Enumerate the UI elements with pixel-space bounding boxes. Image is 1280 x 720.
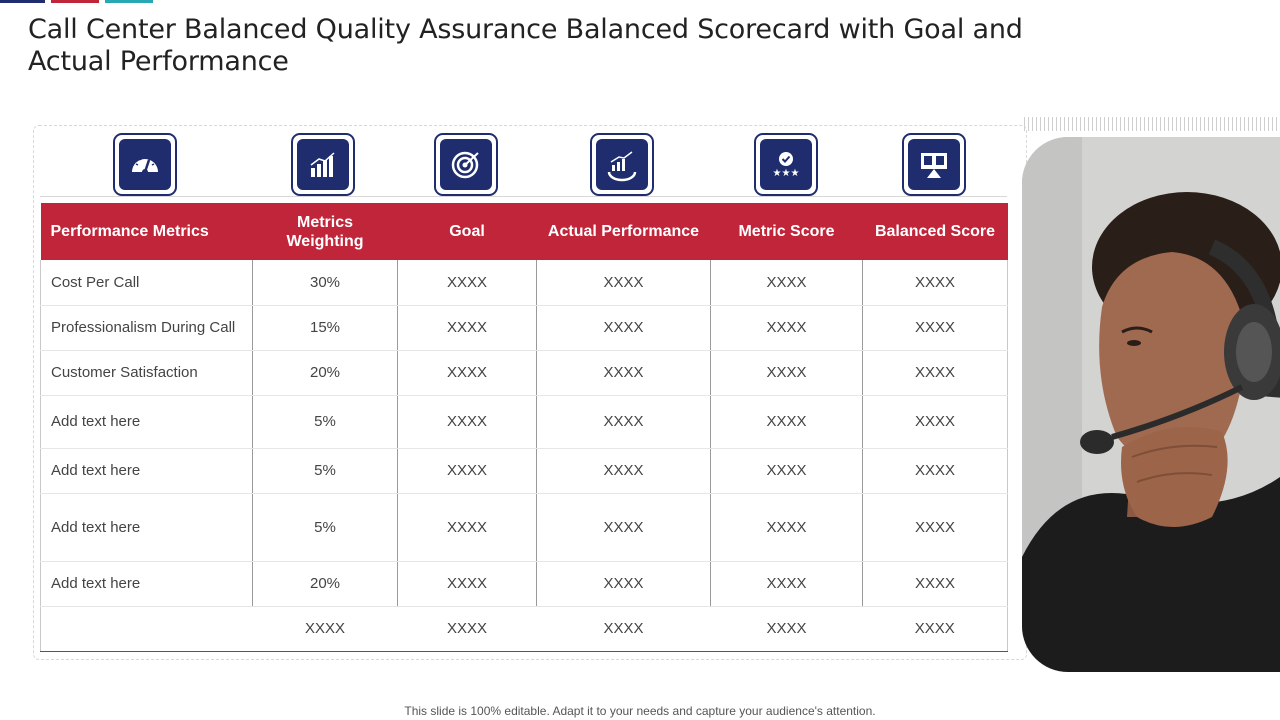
- metric-score-cell: XXXX: [710, 493, 863, 562]
- header-metric-score: Metric Score: [710, 203, 863, 260]
- metric-name-cell: Customer Satisfaction: [40, 350, 253, 396]
- weighting-cell: 5%: [252, 448, 398, 494]
- presentation-board-icon: [902, 133, 966, 196]
- goal-cell: XXXX: [397, 448, 537, 494]
- accent-bar-navy: [0, 0, 45, 3]
- actual-cell: XXXX: [536, 561, 711, 607]
- weighting-cell: 20%: [252, 561, 398, 607]
- goal-cell: XXXX: [397, 350, 537, 396]
- metric-name-cell: Add text here: [40, 561, 253, 607]
- column-icon-row: ★★★: [0, 133, 1020, 197]
- metric-score-cell: XXXX: [710, 448, 863, 494]
- target-icon: [434, 133, 498, 196]
- actual-cell: XXXX: [536, 305, 711, 351]
- footer-note: This slide is 100% editable. Adapt it to…: [404, 704, 876, 718]
- top-accent-bars: [0, 0, 160, 3]
- table-row: Add text here 5% XXXX XXXX XXXX XXXX: [40, 448, 1008, 494]
- speedometer-icon: [113, 133, 177, 196]
- goal-cell: XXXX: [397, 395, 537, 449]
- balanced-score-cell: XXXX: [862, 561, 1008, 607]
- total-metric-score-cell: XXXX: [710, 605, 863, 652]
- balanced-score-cell: XXXX: [862, 448, 1008, 494]
- table-header-row: Performance Metrics Metrics Weighting Go…: [40, 203, 1008, 260]
- table-row: Add text here 5% XXXX XXXX XXXX XXXX: [40, 493, 1008, 562]
- accent-bar-teal: [105, 0, 153, 3]
- actual-cell: XXXX: [536, 493, 711, 562]
- total-goal-cell: XXXX: [397, 605, 537, 652]
- goal-cell: XXXX: [397, 305, 537, 351]
- scorecard-table: Performance Metrics Metrics Weighting Go…: [40, 203, 1008, 652]
- weighting-cell: 5%: [252, 493, 398, 562]
- metric-name-cell: Add text here: [40, 395, 253, 449]
- rating-badge-stars-icon: ★★★: [754, 133, 818, 196]
- header-actual-performance: Actual Performance: [536, 203, 711, 260]
- weighting-cell: 15%: [252, 305, 398, 351]
- metric-score-cell: XXXX: [710, 561, 863, 607]
- total-label-cell: [40, 605, 253, 652]
- balanced-score-cell: XXXX: [862, 350, 1008, 396]
- metric-score-cell: XXXX: [710, 260, 863, 306]
- table-row: Customer Satisfaction 20% XXXX XXXX XXXX…: [40, 350, 1008, 396]
- metric-score-cell: XXXX: [710, 305, 863, 351]
- weighting-cell: 30%: [252, 260, 398, 306]
- weighting-cell: 20%: [252, 350, 398, 396]
- goal-cell: XXXX: [397, 493, 537, 562]
- svg-text:★★★: ★★★: [773, 168, 800, 179]
- header-balanced-score: Balanced Score: [862, 203, 1008, 260]
- header-metrics-weighting: Metrics Weighting: [252, 203, 398, 260]
- metric-name-cell: Add text here: [40, 493, 253, 562]
- bar-growth-chart-icon: [291, 133, 355, 196]
- rising-chart-gear-icon: [590, 133, 654, 196]
- total-balanced-score-cell: XXXX: [862, 605, 1008, 652]
- photo-decoration-stripes: [1024, 117, 1280, 131]
- accent-bar-red: [51, 0, 99, 3]
- actual-cell: XXXX: [536, 395, 711, 449]
- table-total-row: XXXX XXXX XXXX XXXX XXXX: [40, 605, 1008, 652]
- metric-name-cell: Cost Per Call: [40, 260, 253, 306]
- balanced-score-cell: XXXX: [862, 260, 1008, 306]
- actual-cell: XXXX: [536, 350, 711, 396]
- icon-divider: [40, 196, 1007, 197]
- metric-score-cell: XXXX: [710, 350, 863, 396]
- weighting-cell: 5%: [252, 395, 398, 449]
- total-weighting-cell: XXXX: [252, 605, 398, 652]
- metric-name-cell: Add text here: [40, 448, 253, 494]
- total-actual-cell: XXXX: [536, 605, 711, 652]
- actual-cell: XXXX: [536, 448, 711, 494]
- goal-cell: XXXX: [397, 561, 537, 607]
- slide-title: Call Center Balanced Quality Assurance B…: [28, 14, 1023, 77]
- call-center-agent-photo: [1022, 137, 1280, 672]
- header-goal: Goal: [397, 203, 537, 260]
- header-performance-metrics: Performance Metrics: [40, 203, 253, 260]
- table-row: Professionalism During Call 15% XXXX XXX…: [40, 305, 1008, 351]
- balanced-score-cell: XXXX: [862, 305, 1008, 351]
- table-row: Cost Per Call 30% XXXX XXXX XXXX XXXX: [40, 260, 1008, 306]
- balanced-score-cell: XXXX: [862, 493, 1008, 562]
- metric-name-cell: Professionalism During Call: [40, 305, 253, 351]
- goal-cell: XXXX: [397, 260, 537, 306]
- table-row: Add text here 5% XXXX XXXX XXXX XXXX: [40, 395, 1008, 449]
- actual-cell: XXXX: [536, 260, 711, 306]
- table-row: Add text here 20% XXXX XXXX XXXX XXXX: [40, 561, 1008, 607]
- balanced-score-cell: XXXX: [862, 395, 1008, 449]
- metric-score-cell: XXXX: [710, 395, 863, 449]
